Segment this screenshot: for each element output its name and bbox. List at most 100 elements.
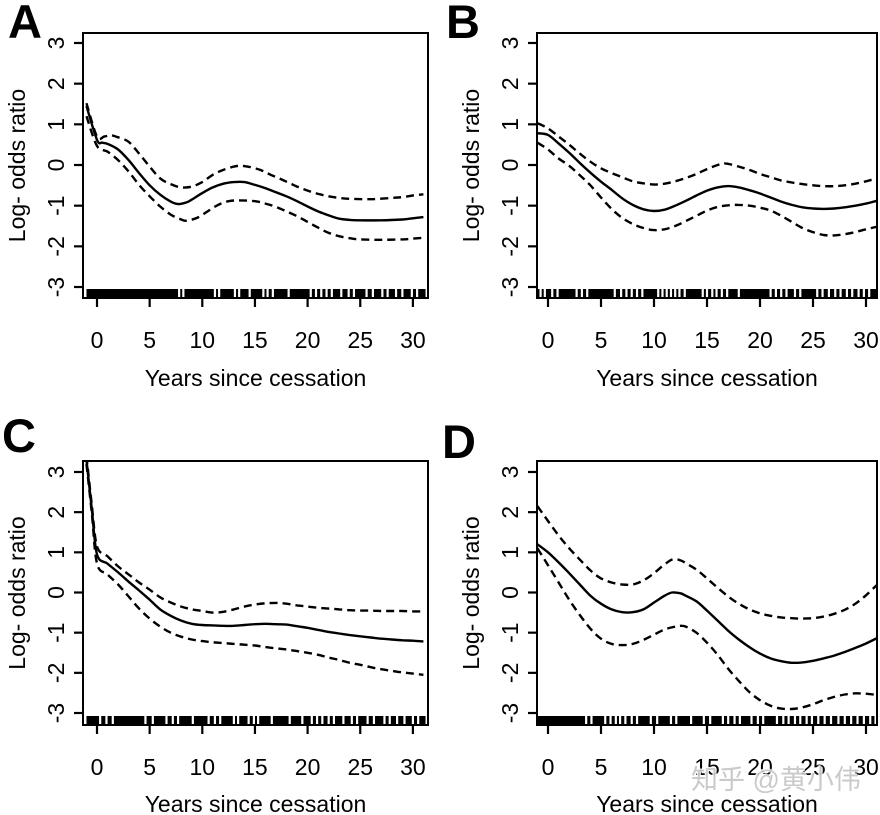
- rug-gap: [775, 716, 779, 724]
- rug-gap: [309, 289, 312, 297]
- rug-gap: [266, 289, 269, 297]
- rug-gap: [625, 289, 628, 297]
- rug-gap: [678, 289, 681, 297]
- rug-gap: [248, 289, 251, 297]
- rug-gap: [799, 716, 802, 724]
- rug-gap: [782, 716, 785, 724]
- rug-gap: [585, 716, 588, 724]
- rug-gap: [105, 716, 108, 724]
- rug-gap: [314, 289, 318, 297]
- rug-gap: [539, 289, 542, 297]
- rug-gap: [805, 716, 808, 724]
- rug-gap: [165, 716, 168, 724]
- rug-gap: [590, 716, 593, 724]
- rug-gap: [417, 716, 420, 724]
- rug-gap: [340, 289, 343, 297]
- estimate-curve: [538, 132, 876, 213]
- rug-gap: [325, 289, 328, 297]
- y-tick-label: 1: [497, 118, 523, 131]
- rug-gap: [327, 716, 330, 724]
- rug-gap: [271, 289, 274, 297]
- estimate-curve: [538, 543, 876, 665]
- rug-gap: [372, 716, 376, 724]
- rug-gap: [350, 716, 353, 724]
- rug-gap: [674, 289, 677, 297]
- rug-gap: [352, 289, 356, 297]
- rug-gap: [821, 289, 824, 297]
- rug-gap: [551, 289, 554, 297]
- rug-gap: [383, 716, 386, 724]
- rug-gap: [690, 716, 693, 724]
- y-tick-label: -2: [43, 663, 69, 683]
- plot-box: [536, 32, 878, 299]
- y-tick-label: -1: [43, 622, 69, 642]
- rug-gap: [816, 289, 819, 297]
- y-tick-label: -2: [497, 236, 523, 256]
- rug-gap: [301, 716, 304, 724]
- rug-gap: [237, 716, 240, 724]
- rug-gap: [396, 716, 399, 724]
- y-tick-label: 2: [43, 506, 69, 519]
- rug-gap: [604, 716, 607, 724]
- rug-gap: [669, 716, 673, 724]
- rug-gap: [656, 716, 659, 724]
- rug-gap: [262, 289, 265, 297]
- rug-gap: [386, 289, 389, 297]
- y-tick-label: 2: [43, 77, 69, 90]
- rug-gap: [829, 716, 833, 724]
- y-tick-label: 2: [497, 77, 523, 90]
- x-tick-label: 0: [91, 754, 104, 780]
- rug-gap: [321, 716, 324, 724]
- rug-gap: [641, 289, 644, 297]
- upper_band-curve: [85, 462, 424, 614]
- rug-gap: [799, 289, 802, 297]
- lower_band-curve: [85, 115, 424, 242]
- rug-gap: [556, 289, 559, 297]
- rug-gap: [810, 716, 814, 724]
- rug-gap: [191, 716, 194, 724]
- rug-gap: [416, 289, 419, 297]
- rug-gap: [787, 716, 790, 724]
- x-tick-label: 10: [190, 327, 216, 353]
- rug-gap: [630, 716, 633, 724]
- rug-band: [86, 716, 426, 724]
- rug-gap: [111, 716, 114, 724]
- y-tick-label: 1: [43, 118, 69, 131]
- x-tick-label: 30: [853, 327, 879, 353]
- x-tick-label: 20: [747, 327, 773, 353]
- rug-gap: [750, 716, 753, 724]
- x-tick-label: 10: [641, 327, 667, 353]
- rug-gap: [586, 289, 589, 297]
- y-axis-label: Log- odds ratio: [4, 516, 30, 669]
- rug-gap: [657, 289, 660, 297]
- y-tick-label: 0: [497, 586, 523, 599]
- rug-gap: [257, 716, 260, 724]
- rug-gap: [709, 716, 712, 724]
- rug-gap: [780, 289, 783, 297]
- x-tick-label: 25: [800, 327, 826, 353]
- x-axis-label: Years since cessation: [596, 791, 818, 815]
- rug-gap: [233, 289, 237, 297]
- x-tick-label: 0: [542, 327, 555, 353]
- rug-gap: [701, 289, 704, 297]
- rug-gap: [232, 716, 235, 724]
- rug-gap: [843, 716, 846, 724]
- rug-gap: [151, 716, 154, 724]
- x-tick-label: 15: [694, 327, 720, 353]
- rug-gap: [702, 716, 705, 724]
- rug-gap: [310, 716, 313, 724]
- lower_band-curve: [85, 463, 424, 676]
- rug-gap: [355, 716, 359, 724]
- upper_band-curve: [538, 505, 876, 620]
- rug-gap: [366, 716, 369, 724]
- rug-gap: [347, 289, 350, 297]
- y-tick-label: 3: [43, 37, 69, 50]
- rug-gap: [618, 716, 622, 724]
- x-tick-label: 10: [641, 754, 667, 780]
- rug-gap: [144, 716, 147, 724]
- rug-gap: [178, 289, 181, 297]
- rug-gap: [669, 289, 673, 297]
- x-tick-label: 0: [91, 327, 104, 353]
- y-tick-label: -1: [497, 195, 523, 215]
